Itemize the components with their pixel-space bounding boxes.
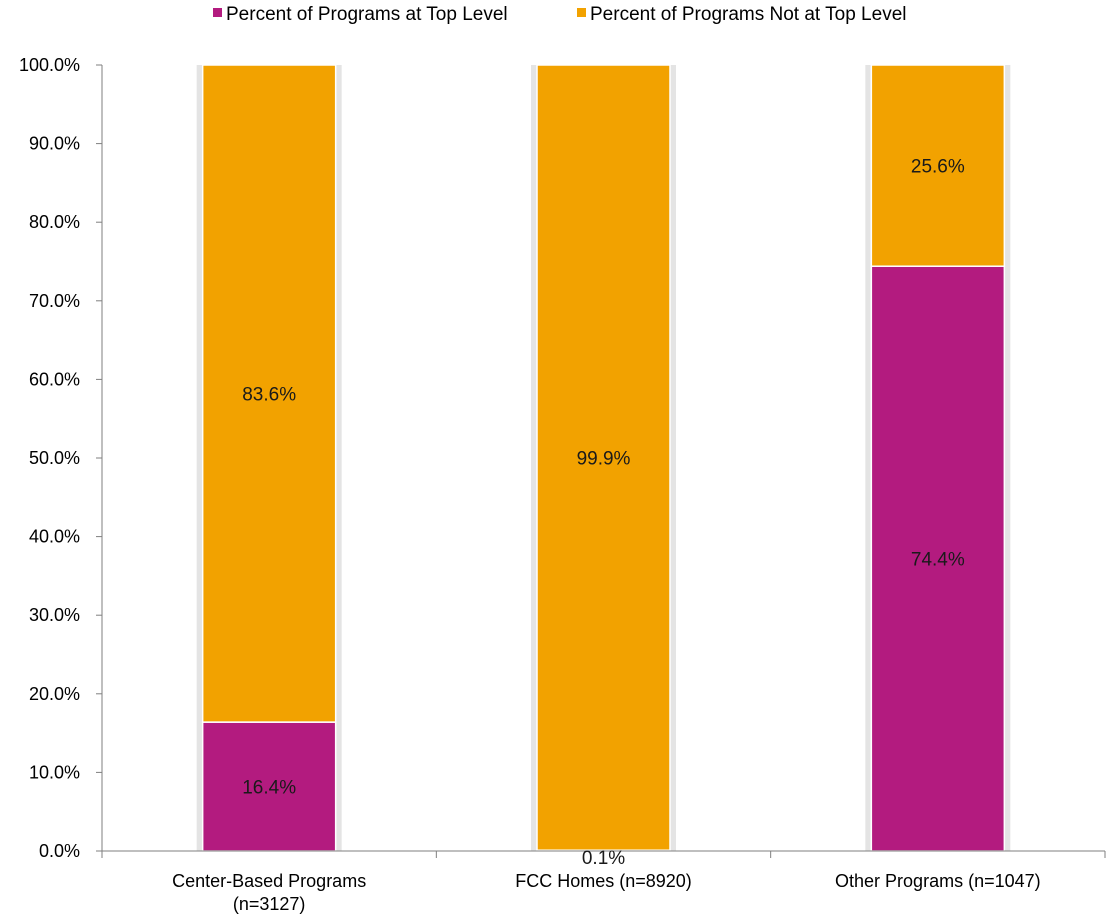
bars [196,64,1011,852]
y-tick-label: 80.0% [29,212,80,232]
bar-segment-top-level [870,265,1006,852]
data-label: 0.1% [582,848,625,869]
legend: Percent of Programs at Top Level Percent … [213,4,906,25]
bar-shadow-left [865,65,872,851]
legend-label: Percent of Programs Not at Top Level [590,4,906,25]
y-tick-label: 60.0% [29,369,80,389]
axes: 0.0% 10.0% 20.0% 30.0% 40.0% 50.0% 60.0% 70.0% 8… [19,55,1106,914]
x-category-label: (n=3127) [233,894,306,914]
legend-label: Percent of Programs at Top Level [226,4,508,25]
bar-shadow-right [1004,65,1011,851]
x-category-label: FCC Homes (n=8920) [515,871,692,891]
data-label: 25.6% [911,157,965,178]
bar-segment-not-top-level [870,64,1006,267]
y-tick-label: 0.0% [39,841,80,861]
y-tick-label: 30.0% [29,605,80,625]
bar-shadow-left [196,65,203,851]
data-label: 83.6% [242,385,296,406]
bar-segment-not-top-level [201,64,337,723]
legend-swatch [577,8,586,17]
legend-swatch [213,8,222,17]
bar-shadow-right [335,65,342,851]
y-tick-label: 70.0% [29,291,80,311]
x-category-label: Other Programs (n=1047) [835,871,1041,891]
data-label: 16.4% [242,778,296,799]
y-tick-label: 100.0% [19,55,80,75]
y-tick-label: 50.0% [29,448,80,468]
bar-segment-not-top-level [536,64,671,851]
bar-shadow-left [531,65,537,851]
x-category-label: Center-Based Programs [172,871,366,891]
data-labels: 16.4% 83.6% 0.1% 99.9% 74.4% 25.6% [242,157,965,869]
bar-shadow-right [670,65,676,851]
data-label: 99.9% [577,449,631,470]
y-tick-label: 20.0% [29,684,80,704]
y-tick-label: 10.0% [29,762,80,782]
data-label: 74.4% [911,550,965,571]
y-tick-label: 40.0% [29,527,80,547]
y-tick-label: 90.0% [29,134,80,154]
